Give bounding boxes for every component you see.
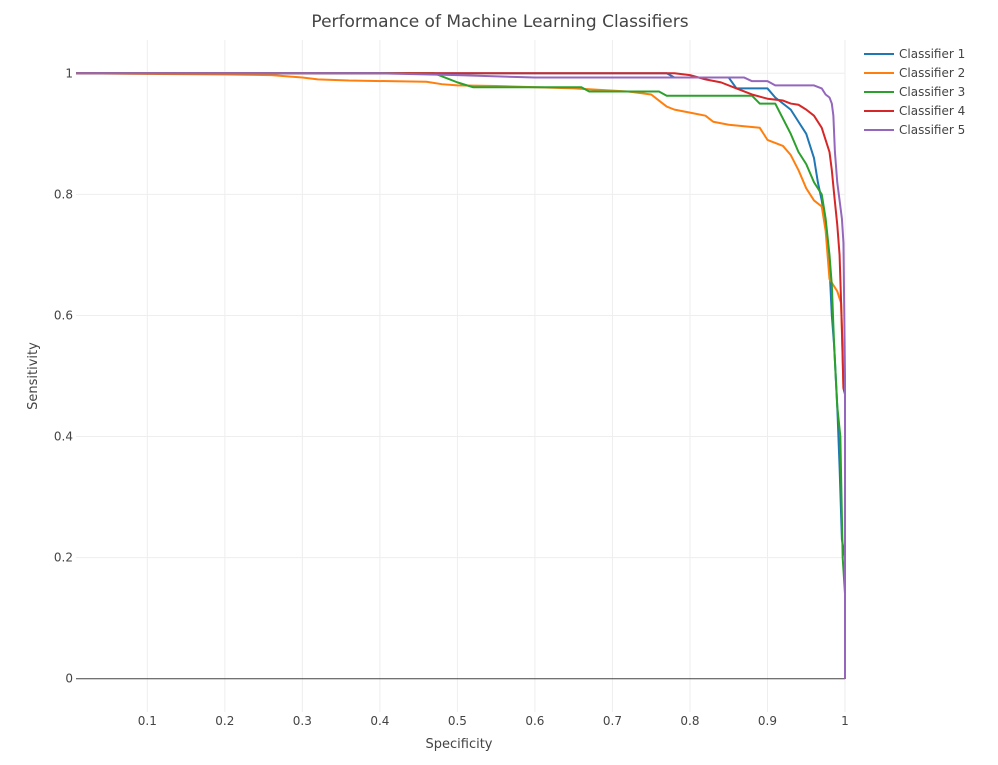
x-axis-title: Specificity xyxy=(426,737,493,752)
x-tick-label: 0.2 xyxy=(215,714,234,728)
legend-label: Classifier 5 xyxy=(899,123,965,137)
legend-item-classifier-4[interactable]: Classifier 4 xyxy=(864,104,965,118)
legend-item-classifier-5[interactable]: Classifier 5 xyxy=(864,123,965,137)
y-tick-label: 0.2 xyxy=(54,551,73,565)
x-tick-label: 0.3 xyxy=(293,714,312,728)
series-lines xyxy=(75,72,846,679)
x-axis-ticks: 0.1 0.2 0.3 0.4 0.5 0.6 0.7 0.8 0.9 1 xyxy=(138,714,849,728)
legend-item-classifier-3[interactable]: Classifier 3 xyxy=(864,85,965,99)
legend-label: Classifier 4 xyxy=(899,104,965,118)
x-tick-label: 0.8 xyxy=(680,714,699,728)
series-line-classifier-4 xyxy=(76,72,846,679)
x-tick-label: 0.5 xyxy=(448,714,467,728)
legend-item-classifier-1[interactable]: Classifier 1 xyxy=(864,47,965,61)
legend-label: Classifier 2 xyxy=(899,66,965,80)
y-tick-label: 1 xyxy=(65,66,73,80)
x-tick-label: 1 xyxy=(841,714,849,728)
y-tick-label: 0.4 xyxy=(54,430,73,444)
x-tick-label: 0.1 xyxy=(138,714,157,728)
y-tick-label: 0 xyxy=(65,672,73,686)
y-axis-ticks: 0 0.2 0.4 0.6 0.8 1 xyxy=(54,66,73,685)
series-line-classifier-1 xyxy=(76,72,846,679)
x-tick-label: 0.6 xyxy=(525,714,544,728)
legend-item-classifier-2[interactable]: Classifier 2 xyxy=(864,66,965,80)
series-line-classifier-3 xyxy=(76,72,846,679)
y-tick-label: 0.8 xyxy=(54,187,73,201)
x-tick-label: 0.7 xyxy=(603,714,622,728)
chart-title: Performance of Machine Learning Classifi… xyxy=(311,12,688,32)
legend[interactable]: Classifier 1 Classifier 2 Classifier 3 Clas… xyxy=(864,47,965,137)
series-line-classifier-2 xyxy=(75,72,846,679)
legend-label: Classifier 1 xyxy=(899,47,965,61)
series-line-classifier-5 xyxy=(76,72,846,679)
legend-label: Classifier 3 xyxy=(899,85,965,99)
x-tick-label: 0.9 xyxy=(758,714,777,728)
x-tick-label: 0.4 xyxy=(370,714,389,728)
grid xyxy=(76,40,846,712)
y-axis-title: Sensitivity xyxy=(26,342,41,410)
y-tick-label: 0.6 xyxy=(54,308,73,322)
